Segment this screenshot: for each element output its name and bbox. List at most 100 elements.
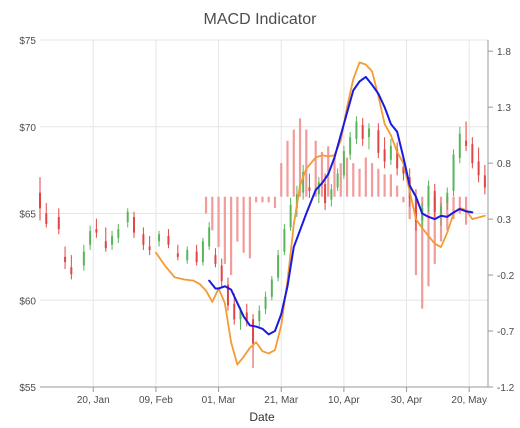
candle-body	[277, 255, 280, 278]
y-tick-label: $70	[19, 123, 36, 134]
histogram-bar	[204, 196, 208, 214]
candle	[277, 249, 280, 282]
candle	[226, 277, 229, 311]
candle	[70, 255, 73, 280]
histogram-bar	[433, 196, 436, 264]
candle-body	[186, 249, 189, 261]
candle	[330, 184, 333, 207]
histogram-bar	[421, 196, 424, 309]
candle	[201, 237, 204, 266]
candle	[336, 168, 339, 191]
histogram-bar	[217, 196, 220, 248]
candle-body	[64, 256, 67, 263]
candle-body	[317, 182, 320, 195]
x-axis-title: Date	[249, 410, 275, 424]
x-tick-label: 09, Feb	[139, 395, 173, 406]
candle-body	[176, 253, 179, 257]
candle-body	[70, 267, 73, 275]
candle-body	[57, 216, 60, 230]
histogram-bar	[364, 157, 367, 197]
candle-body	[132, 216, 135, 233]
candle	[132, 211, 135, 238]
x-tick-label: 10, Apr	[328, 395, 360, 406]
candle	[220, 258, 223, 287]
candle-body	[95, 229, 98, 233]
histogram-bar	[211, 196, 214, 231]
chart-title: MACD Indicator	[204, 11, 318, 28]
signal-line	[208, 75, 474, 336]
candle-body	[452, 154, 455, 191]
candle	[158, 230, 161, 247]
candle-body	[142, 234, 145, 245]
histogram-bar	[358, 168, 361, 197]
candle	[383, 137, 386, 169]
candle-body	[195, 251, 198, 263]
y2-tick-label: -0.7	[497, 327, 515, 338]
candle	[452, 149, 455, 197]
candle	[57, 208, 60, 235]
candle-body	[396, 149, 399, 169]
histogram-bar	[305, 129, 308, 197]
candle	[167, 229, 170, 249]
candle	[186, 246, 189, 264]
histogram-bar	[242, 196, 245, 253]
candle	[433, 184, 436, 217]
candle	[126, 208, 129, 228]
candle	[446, 187, 449, 211]
candle	[111, 230, 114, 250]
candle-body	[402, 166, 405, 174]
histogram-bar	[402, 196, 405, 203]
y2-tick-label: 1.8	[497, 47, 511, 58]
candle	[377, 123, 380, 158]
candle	[95, 218, 98, 238]
histogram-bar	[396, 185, 399, 197]
candle	[361, 118, 364, 146]
candle-body	[270, 279, 273, 297]
candle-body	[239, 310, 242, 320]
y2-tick-label: -0.2	[497, 271, 515, 282]
candle	[64, 246, 67, 270]
histogram-bar	[292, 129, 295, 197]
axes: $55 $60 $65 $70 $75 20, Jan 09, Feb 01, Mar 21, …	[19, 36, 514, 406]
histogram-bar	[314, 140, 317, 197]
candle	[117, 223, 120, 243]
candle-body	[414, 197, 417, 223]
candle-body	[367, 128, 370, 138]
histogram-bar	[446, 196, 449, 231]
histogram-bar	[223, 196, 226, 264]
candle-body	[483, 175, 486, 188]
candle	[458, 126, 461, 164]
histogram-bar	[370, 163, 374, 197]
x-tick-label: 01, Mar	[202, 395, 237, 406]
indicator-lines	[155, 61, 486, 366]
candle-body	[233, 303, 236, 320]
histogram-bar	[261, 196, 264, 203]
candle-body	[349, 137, 352, 155]
candle	[264, 291, 267, 315]
x-tick-label: 20, May	[451, 395, 487, 406]
histogram-bar	[377, 168, 380, 197]
candle-body	[355, 121, 358, 139]
candle	[440, 203, 443, 226]
candle-body	[477, 161, 480, 176]
candle-body	[440, 206, 443, 214]
histogram-bar	[280, 163, 283, 197]
x-tick-label: 21, Mar	[264, 395, 299, 406]
candle	[427, 180, 430, 212]
y2-tick-label: 0.8	[497, 159, 511, 170]
candle-body	[361, 125, 364, 139]
y-tick-label: $60	[19, 296, 36, 307]
candle	[317, 177, 320, 204]
histogram-bar	[414, 196, 418, 276]
histogram-bar	[427, 196, 430, 287]
candle-body	[377, 130, 380, 153]
candle	[477, 147, 480, 183]
candle	[270, 275, 273, 301]
histogram-bar	[286, 140, 289, 197]
candle-body	[458, 133, 461, 158]
histogram-bar	[352, 163, 355, 197]
candle-body	[45, 213, 48, 224]
candle-body	[264, 296, 267, 309]
candle-body	[446, 192, 449, 204]
candle-body	[302, 171, 305, 193]
